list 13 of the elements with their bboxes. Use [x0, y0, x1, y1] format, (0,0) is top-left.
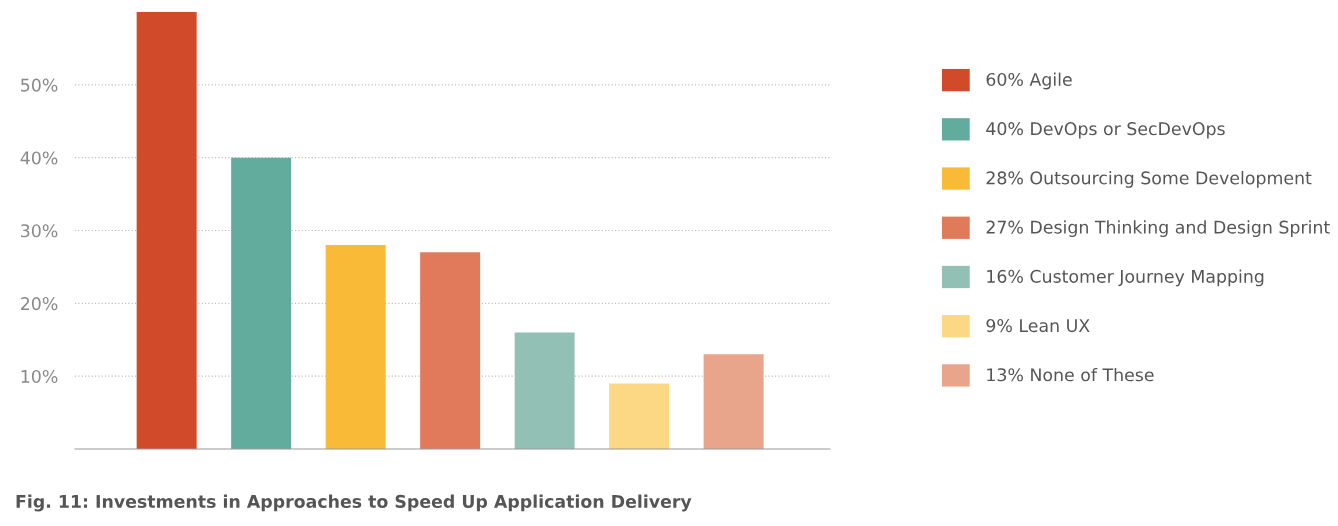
legend-label: 40% DevOps or SecDevOps	[986, 122, 1225, 139]
text: Fig. 11: Investments in Approaches to Speed Up Application Delivery	[16, 494, 692, 512]
legend-label: 13% None of These	[987, 367, 1154, 382]
legend-label: 9% Lean UX	[986, 318, 1090, 333]
y-tick-label: 30%	[21, 224, 58, 238]
legend-label: 16% Customer Journey Mapping	[987, 269, 1264, 287]
legend-label: 60% Agile	[986, 72, 1072, 90]
y-tick-label: 40%	[20, 151, 58, 165]
legend-label: 27% Design Thinking and Design Sprint	[986, 220, 1330, 238]
legend-label: 28% Outsourcing Some Development	[986, 171, 1312, 188]
y-tick-label: 50%	[21, 78, 58, 92]
y-tick-label: 10%	[21, 369, 58, 384]
y-tick-label: 20%	[21, 297, 58, 311]
